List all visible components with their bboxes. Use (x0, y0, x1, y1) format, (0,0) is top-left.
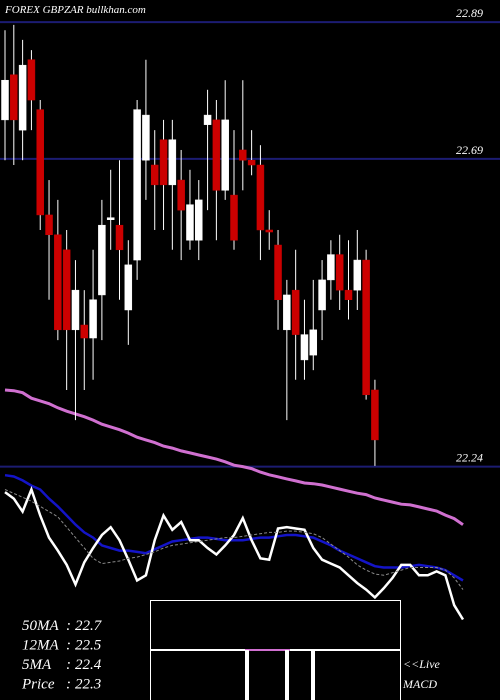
candle-body (186, 204, 194, 241)
candle-body (45, 214, 53, 236)
candles (1, 24, 379, 466)
candle-body (300, 334, 309, 361)
candle-body (62, 249, 71, 331)
stat-separator: : (66, 618, 71, 634)
candle-body (18, 64, 27, 131)
candle-body (353, 259, 362, 291)
stat-value: 22.5 (75, 638, 102, 654)
candle-body (230, 194, 238, 241)
candle-body (265, 229, 273, 233)
grid: 22.89 22.69 22.24 (0, 6, 500, 468)
candle-body (168, 139, 177, 186)
candle-body (195, 199, 203, 241)
indicator-panel (4, 473, 465, 621)
candle-body (221, 119, 229, 191)
annotation: <<Live (403, 657, 441, 671)
moving-average (4, 388, 464, 526)
y-tick-label: 22.24 (456, 451, 483, 465)
candle-body (150, 164, 159, 186)
stat-label: Price (21, 677, 55, 693)
candle-body (36, 109, 44, 216)
macd-box (150, 600, 401, 700)
stat-separator: : (66, 638, 71, 654)
candle-body (124, 264, 133, 311)
indicator-line (4, 485, 465, 621)
candle-body (256, 164, 265, 231)
y-tick-label: 22.89 (456, 6, 483, 20)
candle-body (291, 289, 300, 335)
candle-body (106, 217, 115, 220)
candle-body (89, 299, 97, 339)
macd-bar (245, 650, 249, 700)
stat-value: 22.4 (75, 657, 102, 673)
stat-value: 22.3 (75, 677, 101, 693)
candle-body (133, 109, 141, 261)
candle-body (239, 149, 247, 161)
chart-title: FOREX GBPZAR bullkhan.com (4, 4, 146, 16)
stat-label: 5MA (22, 657, 52, 673)
candle-body (247, 159, 256, 166)
candle-body (54, 234, 62, 331)
candle-body (362, 259, 370, 396)
y-tick-label: 22.69 (456, 143, 483, 157)
candle-body (10, 74, 18, 121)
annotation: MACD (402, 677, 437, 691)
stat-row: 12MA:22.5 (22, 638, 102, 654)
stat-label: 50MA (22, 618, 59, 634)
stat-row: 5MA:22.4 (22, 657, 102, 673)
indicator-line (4, 473, 464, 582)
candle-body (335, 254, 344, 291)
candle-body (318, 279, 326, 311)
candle-body (80, 324, 89, 339)
candle-body (203, 114, 212, 125)
stat-separator: : (66, 657, 71, 673)
candle-body (177, 179, 185, 211)
candle-body (71, 289, 80, 331)
candle-body (98, 224, 106, 296)
stat-row: 50MA:22.7 (22, 618, 103, 634)
candle-body (283, 294, 291, 331)
macd-bar (285, 650, 289, 700)
candle-body (159, 139, 168, 186)
stat-value: 22.7 (75, 618, 103, 634)
candle-body (212, 119, 221, 191)
candle-body (309, 329, 318, 356)
indicator-line (4, 489, 464, 590)
candle-body (344, 289, 353, 300)
stat-separator: : (66, 677, 71, 693)
stat-row: Price:22.3 (21, 677, 101, 693)
candle-body (142, 114, 150, 161)
candle-body (115, 224, 124, 251)
candle-body (274, 244, 282, 300)
candle-body (371, 389, 379, 441)
candle-body (1, 79, 9, 121)
candle-body (327, 254, 335, 281)
overlay (4, 388, 464, 526)
macd-bar (311, 650, 315, 700)
stat-label: 12MA (22, 638, 59, 654)
candle-body (27, 59, 36, 101)
